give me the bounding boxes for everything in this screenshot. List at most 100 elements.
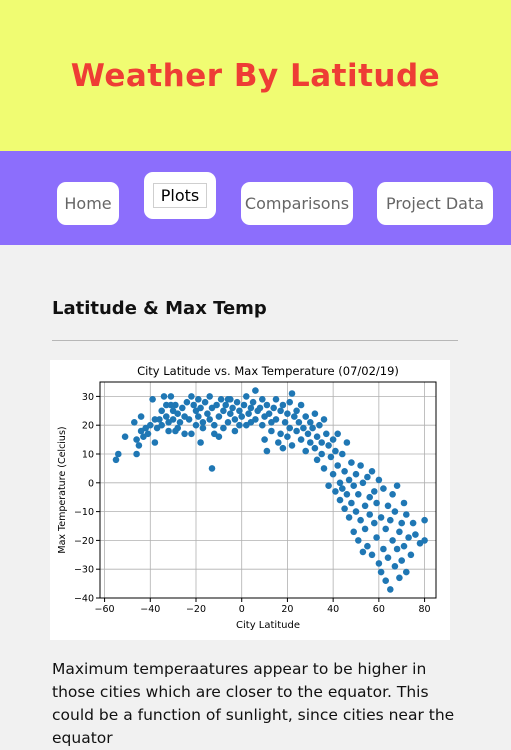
data-point — [382, 525, 390, 533]
y-tick-label: 10 — [82, 450, 94, 461]
data-point — [371, 519, 378, 527]
data-point — [341, 505, 348, 512]
data-point — [307, 419, 314, 426]
data-point — [224, 419, 232, 426]
data-point — [288, 390, 296, 397]
data-point — [400, 499, 408, 507]
data-point — [291, 413, 298, 420]
data-point — [302, 447, 309, 455]
data-point — [222, 401, 229, 409]
data-point — [174, 410, 181, 417]
data-point — [352, 508, 360, 515]
nav-home-button[interactable]: Home — [57, 182, 119, 225]
data-point — [377, 568, 385, 576]
scatter-plot: −60 −40 −20 0 20 40 60 80 −40 −30 −20 −10 0 10 20 30 Cit… — [50, 360, 450, 640]
data-point — [311, 410, 319, 417]
data-point — [361, 525, 369, 533]
plot-description: Maximum temperaatures appear to be highe… — [52, 660, 455, 747]
data-point — [320, 416, 328, 423]
data-point — [227, 410, 234, 417]
data-point — [188, 393, 195, 400]
data-point — [380, 545, 387, 553]
data-point — [336, 479, 344, 487]
data-point — [135, 442, 143, 449]
data-point — [165, 427, 172, 435]
data-point — [400, 542, 408, 550]
data-point — [334, 462, 342, 469]
data-point — [215, 413, 223, 420]
data-point — [348, 499, 355, 507]
data-point — [160, 393, 168, 400]
data-point — [332, 488, 339, 495]
data-point — [272, 396, 280, 403]
data-point — [407, 551, 415, 559]
data-point — [224, 396, 232, 403]
data-point — [366, 493, 374, 501]
data-point — [391, 508, 399, 515]
nav-plots-button[interactable]: Plots — [144, 172, 216, 219]
data-point — [195, 396, 202, 403]
data-point — [192, 421, 200, 429]
data-point — [167, 393, 175, 400]
data-point — [343, 491, 351, 498]
data-point — [350, 482, 358, 489]
x-tick-label: 40 — [327, 604, 339, 615]
data-point — [133, 450, 140, 458]
data-point — [131, 419, 138, 426]
data-point — [176, 419, 184, 426]
y-tick-label: 30 — [82, 392, 94, 403]
data-point — [345, 476, 353, 484]
nav-home-label: Home — [64, 194, 112, 213]
data-point — [302, 413, 309, 420]
data-point — [197, 404, 204, 412]
data-point — [256, 404, 264, 412]
plot-frame — [99, 381, 437, 599]
data-point — [389, 537, 396, 544]
data-point — [201, 398, 209, 406]
data-point — [300, 424, 307, 432]
data-point — [233, 398, 241, 406]
data-point — [284, 410, 291, 417]
data-point — [387, 586, 394, 593]
data-point — [364, 542, 371, 550]
data-point — [350, 528, 358, 536]
data-point — [195, 413, 202, 420]
data-point — [220, 424, 227, 432]
data-point — [380, 485, 387, 492]
nav-comparisons-button[interactable]: Comparisons — [241, 182, 353, 225]
data-point — [409, 519, 417, 527]
data-point — [318, 450, 326, 458]
data-point — [288, 442, 296, 449]
y-tick-label: −40 — [74, 594, 94, 605]
data-point — [366, 511, 374, 518]
data-point — [393, 482, 401, 489]
data-point — [391, 563, 399, 570]
data-point — [348, 459, 355, 466]
nav-project-data-label: Project Data — [385, 194, 485, 213]
data-point — [272, 416, 280, 423]
data-point — [373, 534, 380, 541]
data-point — [286, 398, 293, 406]
nav-project-data-button[interactable]: Project Data — [377, 182, 493, 225]
y-tick-label: 20 — [82, 421, 94, 432]
data-point — [259, 421, 266, 429]
data-point — [320, 465, 328, 472]
data-point — [236, 421, 243, 429]
data-point — [199, 419, 207, 426]
data-point — [147, 421, 154, 429]
y-axis-label: Max Temperature (Celcius) — [57, 426, 68, 553]
data-point — [163, 413, 170, 420]
data-point — [190, 401, 197, 409]
data-point — [421, 516, 428, 524]
data-point — [158, 407, 165, 415]
data-point — [405, 534, 412, 541]
data-point — [336, 496, 344, 504]
data-point — [277, 407, 284, 415]
data-point — [389, 491, 396, 498]
site-header: Weather By Latitude — [0, 0, 511, 151]
data-point — [133, 436, 140, 443]
data-point — [151, 439, 159, 446]
data-point — [277, 430, 284, 438]
data-point — [215, 433, 223, 440]
data-point — [384, 554, 392, 561]
